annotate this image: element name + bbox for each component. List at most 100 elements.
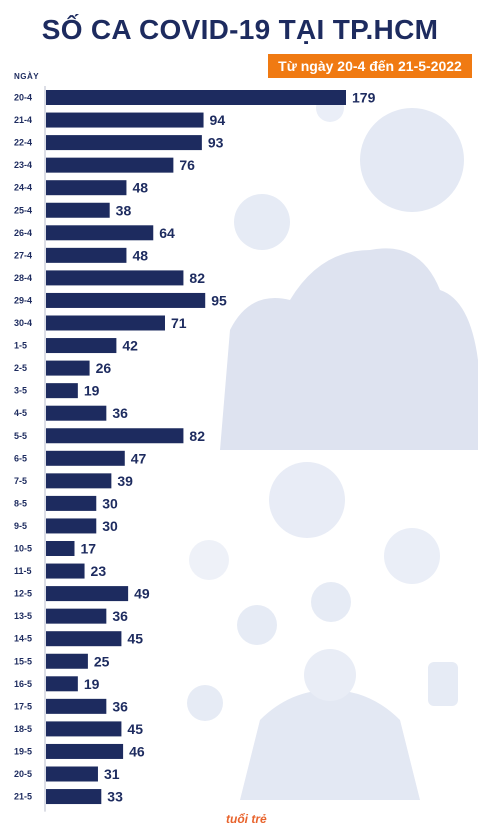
tick-label: 10-5 (14, 544, 32, 554)
tick-label: 15-5 (14, 656, 32, 666)
tick-label: 18-5 (14, 724, 32, 734)
date-range-badge: Từ ngày 20-4 đến 21-5-2022 (268, 54, 472, 78)
tick-label: 4-5 (14, 408, 27, 418)
virus-icon (384, 528, 440, 584)
avatar-icon (187, 685, 223, 721)
tick-label: 5-5 (14, 431, 27, 441)
bar (46, 90, 346, 105)
bar (46, 608, 107, 624)
brand-logo: tuổi trẻ (226, 812, 267, 826)
data-label: 36 (112, 608, 128, 624)
virus-icon (269, 462, 345, 538)
tick-label: 3-5 (14, 386, 27, 396)
data-label: 42 (122, 338, 138, 354)
bar (46, 315, 165, 331)
tick-label: 8-5 (14, 498, 27, 508)
data-label: 179 (352, 90, 376, 106)
data-label: 71 (171, 315, 187, 331)
data-label: 47 (131, 450, 147, 466)
bar (46, 405, 107, 421)
data-label: 95 (211, 292, 227, 308)
bar (46, 180, 127, 196)
bar (46, 338, 117, 354)
tick-label: 11-5 (14, 566, 32, 576)
data-label: 36 (112, 405, 128, 421)
bar (46, 360, 90, 376)
data-label: 38 (116, 202, 132, 218)
virus-icon (360, 108, 464, 212)
avatar-icon (237, 605, 277, 645)
bar (46, 135, 202, 151)
tick-label: 24-4 (14, 183, 32, 193)
tick-label: 2-5 (14, 363, 27, 373)
tick-label: 17-5 (14, 701, 32, 711)
bar (46, 653, 88, 669)
bar (46, 225, 154, 241)
data-label: 45 (127, 721, 143, 737)
tick-label: 9-5 (14, 521, 27, 531)
tick-label: 6-5 (14, 453, 27, 463)
bar (46, 383, 78, 399)
tick-label: 12-5 (14, 589, 32, 599)
bar (46, 157, 174, 173)
data-label: 48 (132, 180, 148, 196)
y-axis-header: NGÀY (14, 72, 40, 81)
data-label: 19 (84, 383, 100, 399)
bar (46, 247, 127, 263)
tick-label: 20-4 (14, 93, 32, 103)
bar (46, 495, 97, 511)
bar (46, 541, 75, 556)
tick-label: 27-4 (14, 250, 32, 260)
tick-label: 20-5 (14, 769, 32, 779)
bar (46, 450, 125, 466)
data-label: 19 (84, 676, 100, 692)
data-label: 39 (117, 473, 133, 489)
tick-label: 1-5 (14, 341, 27, 351)
tick-label: 22-4 (14, 138, 32, 148)
tick-label: 14-5 (14, 634, 32, 644)
data-label: 49 (134, 586, 150, 602)
tick-label: 21-5 (14, 792, 32, 802)
tick-label: 23-4 (14, 160, 32, 170)
bar (46, 698, 107, 714)
bar (46, 721, 122, 737)
chart-title: SỐ CA COVID-19 TẠI TP.HCM (41, 14, 439, 45)
data-label: 30 (102, 518, 118, 534)
bar (46, 586, 129, 602)
bar (46, 112, 204, 128)
data-label: 17 (80, 541, 96, 557)
tick-label: 25-4 (14, 205, 32, 215)
bar (46, 766, 98, 782)
data-label: 23 (91, 563, 107, 579)
bar (46, 202, 110, 218)
bar (46, 292, 206, 308)
tick-label: 7-5 (14, 476, 27, 486)
data-label: 31 (104, 766, 120, 782)
data-label: 94 (210, 112, 226, 128)
tick-label: 26-4 (14, 228, 32, 238)
bar (46, 270, 184, 286)
tick-label: 28-4 (14, 273, 32, 283)
phone-icon (428, 662, 458, 706)
avatar-icon (311, 582, 351, 622)
data-label: 46 (129, 743, 145, 759)
bar (46, 789, 102, 805)
data-label: 30 (102, 495, 118, 511)
data-label: 82 (189, 270, 205, 286)
data-label: 93 (208, 135, 224, 151)
data-label: 64 (159, 225, 175, 241)
doctor-head-icon (304, 649, 356, 701)
tick-label: 16-5 (14, 679, 32, 689)
tick-label: 29-4 (14, 295, 32, 305)
data-label: 25 (94, 653, 110, 669)
tick-label: 30-4 (14, 318, 32, 328)
virus-icon (189, 540, 229, 580)
virus-icon (234, 194, 290, 250)
bar (46, 743, 124, 759)
tick-label: 21-4 (14, 115, 32, 125)
data-label: 48 (132, 247, 148, 263)
data-label: 36 (112, 698, 128, 714)
data-label: 82 (189, 428, 205, 444)
